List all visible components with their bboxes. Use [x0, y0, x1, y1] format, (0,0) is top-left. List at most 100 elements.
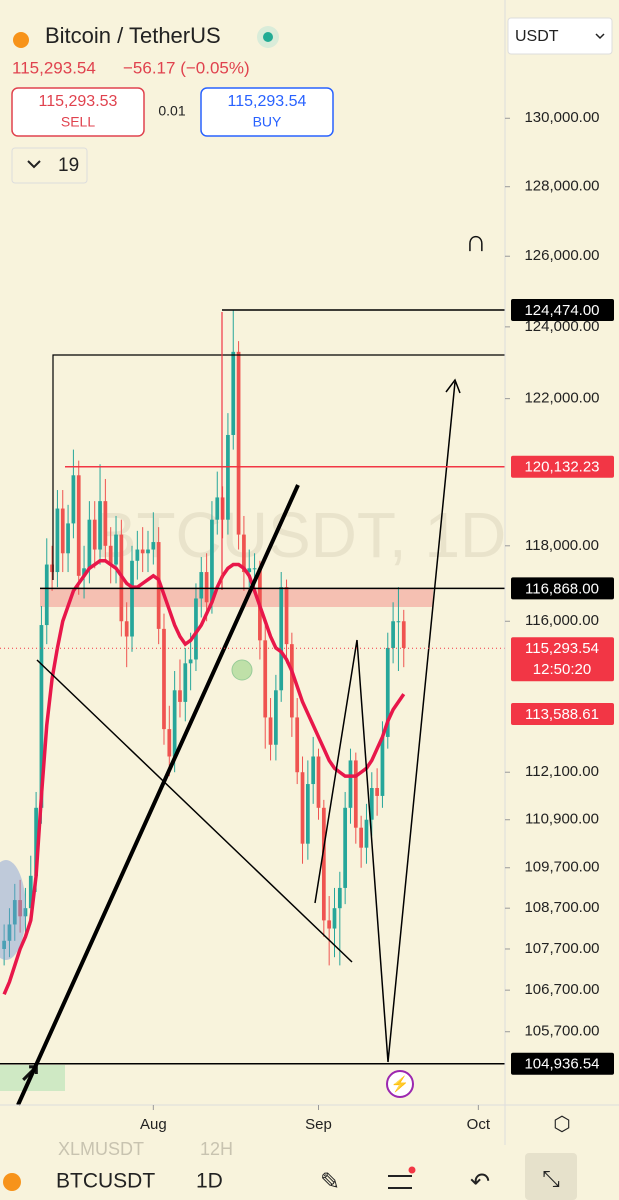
zone — [40, 589, 433, 607]
candle-body — [103, 501, 108, 546]
candle-body — [199, 572, 204, 599]
spread: 0.01 — [158, 103, 185, 119]
y-tick-label: 109,700.00 — [524, 859, 599, 876]
price-tag — [511, 1052, 614, 1075]
y-tick-label: 128,000.00 — [524, 178, 599, 195]
candle-body — [204, 572, 209, 603]
undo-button[interactable]: ↶ — [470, 1168, 490, 1195]
y-tick-label: 118,000.00 — [525, 537, 599, 554]
candle-body — [321, 807, 326, 921]
candle-body — [183, 663, 188, 702]
footer-interval[interactable]: 1D — [196, 1170, 223, 1193]
candle-body — [60, 508, 65, 554]
buy-button[interactable] — [200, 87, 334, 137]
footer-symbol[interactable]: BTCUSDT — [56, 1170, 155, 1193]
arrow-head — [445, 378, 461, 394]
draw-tool[interactable]: ✎ — [320, 1168, 340, 1195]
candle-body — [34, 807, 38, 876]
y-tick-label: 110,900.00 — [525, 811, 599, 828]
candle-body — [284, 587, 289, 645]
candle-body — [300, 772, 305, 844]
candle-body — [337, 887, 342, 909]
event-icon-glyph: ⚡ — [391, 1075, 410, 1093]
candle-body — [305, 784, 310, 844]
candle-body — [188, 659, 193, 664]
marker — [0, 860, 26, 960]
marker — [231, 659, 253, 681]
fullscreen-button[interactable] — [525, 1153, 577, 1200]
x-tick-label: Oct — [467, 1116, 491, 1133]
candle-body — [82, 568, 86, 576]
candle-body — [146, 549, 150, 554]
price-change: −56.17 (−0.05%) — [123, 58, 250, 77]
candle-body — [66, 523, 70, 554]
candle-body — [316, 756, 321, 808]
candle-body — [135, 549, 140, 561]
sell-button[interactable] — [11, 87, 145, 137]
price-tag-label: 116,868.00 — [525, 580, 599, 597]
price-tag-label: 124,474.00 — [524, 302, 599, 319]
price-tag-label: 104,936.54 — [524, 1056, 599, 1073]
y-tick-label: 122,000.00 — [524, 390, 599, 407]
price-axis — [505, 0, 619, 1145]
indicators-toggle[interactable] — [11, 147, 88, 184]
chevron — [595, 33, 605, 40]
candle-body — [369, 788, 374, 820]
x-tick-label: Aug — [140, 1116, 167, 1133]
toolbar — [0, 1145, 619, 1200]
ghost-symbol: XLMUSDT — [58, 1139, 144, 1159]
ghost-interval: 12H — [200, 1139, 233, 1159]
candle-body — [71, 475, 76, 524]
candle-body — [114, 534, 118, 565]
buy-label: BUY — [253, 114, 282, 130]
candle-body — [151, 542, 156, 550]
drawing-line — [52, 354, 505, 580]
candle-body — [194, 598, 198, 660]
candle-body — [44, 564, 49, 626]
fullscreen-icon: ⤡ — [542, 1166, 560, 1191]
candle-body — [76, 475, 81, 576]
currency: USDT — [515, 28, 559, 45]
y-tick-label: 107,700.00 — [524, 940, 599, 957]
settings-icon[interactable]: ⬡ — [553, 1113, 570, 1135]
candle-body — [236, 351, 241, 535]
buy-price: 115,293.54 — [228, 93, 307, 110]
candle-body — [98, 501, 102, 550]
badge — [408, 1166, 416, 1174]
candle-body — [231, 351, 236, 435]
watermark: BTCUSDT, 1D — [94, 499, 507, 571]
candle-body — [2, 940, 6, 949]
candle-body — [279, 587, 284, 691]
last-price: 115,293.54 — [12, 58, 96, 77]
candle-body — [289, 644, 294, 718]
candle-body — [130, 560, 134, 637]
candle-body — [215, 497, 220, 520]
indicators-button[interactable] — [388, 1166, 416, 1189]
magnet-icon[interactable]: ∩ — [465, 225, 487, 258]
candle-body — [348, 760, 353, 808]
sell-price: 115,293.53 — [39, 93, 118, 110]
candle-body — [242, 534, 246, 573]
candle-body — [50, 564, 54, 573]
candle-body — [375, 788, 379, 796]
currency-select[interactable] — [507, 17, 613, 55]
candle-body — [332, 908, 337, 929]
price-tag — [511, 299, 614, 322]
candle-body — [401, 621, 406, 648]
candle-body — [210, 519, 214, 603]
y-tick-label: 112,100.00 — [525, 763, 599, 780]
projection — [314, 381, 456, 1063]
drawings: ⚡ ∩ — [0, 225, 505, 1106]
price-tag — [511, 702, 614, 725]
x-tick-label: Sep — [305, 1116, 332, 1133]
candle-body — [263, 640, 268, 718]
event-icon[interactable] — [386, 1070, 414, 1098]
price-tag-label: 113,588.61 — [525, 706, 599, 723]
candle-body — [226, 434, 230, 520]
last-price-label: 115,293.54 — [525, 640, 599, 657]
candle-body — [396, 621, 401, 623]
candle-body — [39, 625, 44, 808]
symbol-title[interactable]: Bitcoin / TetherUS — [45, 23, 221, 48]
